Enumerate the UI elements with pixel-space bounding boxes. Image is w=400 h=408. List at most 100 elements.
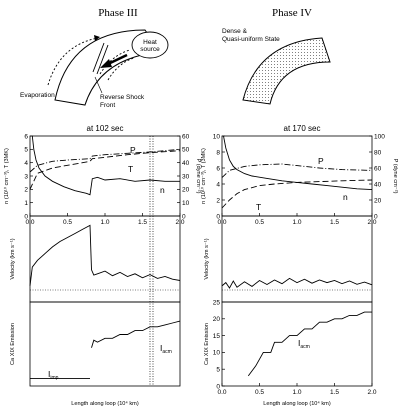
phase3-y-vel-label: Velocity (km s⁻¹) (10, 238, 16, 279)
phase4-y-ca-label: Ca XIX Emission (204, 323, 210, 365)
phase3-top-right-tick-label: 50 (182, 147, 190, 154)
phase4-bot-xtick-label: 1.5 (330, 389, 339, 396)
phase3-y-nT-label: n (10¹⁰ cm⁻³), T (3MK) (3, 148, 10, 204)
phase3-x-label: Length along loop (10⁴ km) (71, 400, 139, 407)
phase4-top-T-line (221, 179, 373, 209)
phase3-top-right-tick-label: 40 (182, 160, 190, 167)
phase3-top-right-tick-label: 60 (182, 133, 190, 140)
phase3-y-ca-label: Ca XIX Emission (10, 323, 16, 365)
phase4-y-vel-label: Velocity (km s⁻¹) (204, 238, 210, 279)
phase3-top-left-tick-label: 3 (24, 173, 28, 180)
phase3-top-n-line (31, 135, 180, 196)
phase3-top-right-tick-label: 10 (182, 200, 190, 207)
phase4-bot-left-tick-label: 25 (213, 299, 221, 306)
phase3-loop-diagram: Heat source Evaporation Reverse Shock Fr… (20, 29, 169, 109)
phase3-y-P-label: P (dyne cm⁻²) (195, 159, 201, 194)
phase4-label-Iacm-sub: acm (300, 344, 309, 350)
phase3-label-T: T (128, 164, 133, 174)
phase3-label-P: P (130, 145, 136, 155)
phase4-bot-left-tick-label: 15 (213, 333, 221, 340)
phase3-top-left-tick-label: 6 (24, 133, 28, 140)
phase4-top-n-line (223, 135, 373, 191)
phase3-label-n: n (160, 185, 165, 195)
phase4-bot-xtick-label: 0.0 (217, 389, 226, 396)
phase4-bot-xtick-label: 1.0 (292, 389, 301, 396)
phase4-y-P-label: P (dyne cm⁻²) (392, 159, 398, 194)
reverse-shock-label: Reverse Shock (100, 94, 145, 101)
front-label: Front (100, 102, 115, 109)
phase4-bot-xtick-label: 0.5 (255, 389, 264, 396)
quasi-uniform-label: Quasi-uniform State (222, 36, 280, 43)
phase3-title: Phase III (98, 7, 138, 19)
phase4-loop-diagram: Dense & Quasi-uniform State (222, 28, 331, 105)
phase4-top-right-tick-label: 0 (374, 213, 378, 220)
phase4-top-left-tick-label: 8 (216, 149, 220, 156)
evaporation-label: Evaporation (20, 92, 55, 99)
phase4-bot-left-tick-label: 10 (213, 350, 221, 357)
phase3-top-right-tick-label: 20 (182, 187, 190, 194)
heat-source-ellipse (131, 31, 169, 59)
phase4-title: Phase IV (272, 7, 312, 19)
phase4-top-left-tick-label: 2 (216, 197, 220, 204)
phase4-bot-left-tick-label: 5 (216, 367, 220, 374)
phase3-top-xtick-label: 2.0 (175, 219, 184, 226)
phase3-top-left-tick-label: 4 (24, 160, 28, 167)
phase4-bot-left-tick-label: 0 (216, 383, 220, 390)
phase4-top-right-tick-label: 20 (374, 197, 382, 204)
phase4-mid-frame (221, 215, 373, 303)
phase3-bot-Iacm-line (91, 320, 181, 348)
phase4-bot-frame (221, 301, 373, 387)
phase3-top-P-line (29, 148, 181, 173)
phase3-top-frame (29, 135, 181, 217)
phase3-mid-velocity-line (29, 224, 181, 286)
phase3-label-Iimp-main: I (48, 369, 50, 379)
phase4-label-P: P (318, 156, 324, 166)
phase4-top-left-tick-label: 4 (216, 181, 220, 188)
phase4-top-right-tick-label: 60 (374, 165, 382, 172)
phase4-x-label: Length along loop (10⁴ km) (263, 400, 331, 407)
dense-label: Dense & (222, 28, 248, 35)
source-label: source (140, 46, 160, 53)
phase4-top-left-tick-label: 10 (213, 133, 221, 140)
phase3-top-xtick-label: 1.0 (100, 219, 109, 226)
phase3-top-xtick-label: 0.5 (63, 219, 72, 226)
phase3-top-right-tick-label: 0 (182, 213, 186, 220)
phase4-y-nT-label: n (10¹⁰ cm⁻³), T (3MK) (200, 148, 207, 204)
phase3-label-Iacm-main: I (160, 343, 162, 353)
phase4-top-frame (221, 135, 373, 217)
phase4-bot-Iacm-line (247, 311, 372, 377)
phase4-top-xtick-label: 0.0 (217, 219, 226, 226)
phase4-top-right-tick-label: 40 (374, 181, 382, 188)
phase4-top-right-tick-label: 80 (374, 149, 382, 156)
phase3-label-Iacm-sub: acm (162, 349, 171, 355)
phase3-top-left-tick-label: 1 (24, 200, 28, 207)
phase3-label-Iacm: Iacm (160, 343, 172, 355)
phase4-top-left-tick-label: 0 (216, 213, 220, 220)
phase3-top-right-tick-label: 30 (182, 173, 190, 180)
heat-label: Heat (143, 39, 157, 46)
phase3-top-left-tick-label: 2 (24, 187, 28, 194)
phase3-top-xtick-label: 0.0 (25, 219, 34, 226)
phase3-time-label: at 102 sec (87, 124, 124, 133)
phase3-top-xtick-label: 1.5 (138, 219, 147, 226)
phase4-label-n: n (343, 192, 348, 202)
phase4-top-left-tick-label: 6 (216, 165, 220, 172)
phase4-top-right-tick-label: 100 (374, 133, 385, 140)
phase4-label-T: T (256, 202, 261, 212)
phase3-label-Iimp: Iimp (48, 369, 59, 381)
phase4-label-Iacm: Iacm (298, 338, 310, 350)
phase4-mid-velocity-line (221, 277, 373, 289)
phase3-top-left-tick-label: 5 (24, 147, 28, 154)
phase3-top-T-line (29, 150, 181, 190)
phase4-top-xtick-label: 0.5 (255, 219, 264, 226)
phase4-top-P-line (221, 163, 373, 178)
phase4-bot-left-tick-label: 20 (213, 316, 221, 323)
phase3-top-left-tick-label: 0 (24, 213, 28, 220)
phase4-top-xtick-label: 2.0 (367, 219, 376, 226)
phase4-time-label: at 170 sec (284, 124, 321, 133)
phase4-label-Iacm-main: I (298, 338, 300, 348)
phase4-top-xtick-label: 1.0 (292, 219, 301, 226)
phase4-top-xtick-label: 1.5 (330, 219, 339, 226)
phase3-bot-frame (29, 301, 181, 387)
